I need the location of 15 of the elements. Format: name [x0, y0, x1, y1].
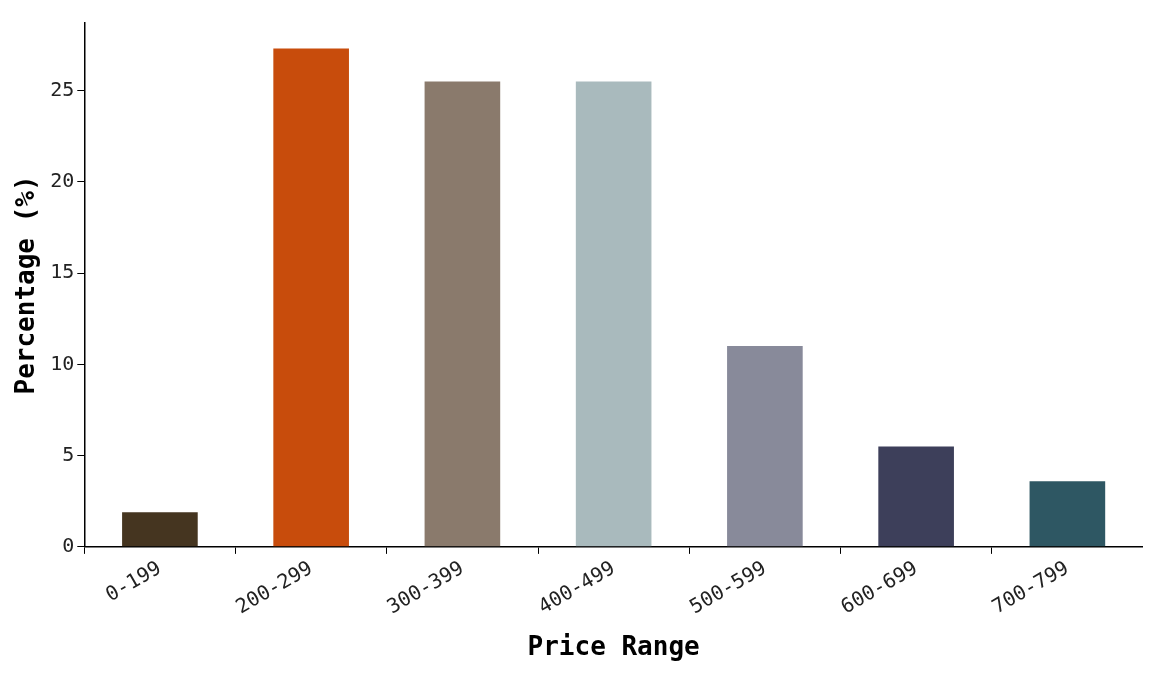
y-tick-label: 5	[62, 441, 75, 466]
y-axis-title: Percentage (%)	[10, 175, 41, 395]
y-tick-label: 15	[50, 259, 75, 284]
x-axis-title: Price Range	[527, 631, 700, 662]
y-tick-label: 0	[62, 533, 75, 558]
bar	[575, 81, 652, 547]
bar	[424, 81, 501, 547]
y-tick-label: 25	[50, 76, 75, 101]
bar	[122, 512, 198, 547]
y-tick-label: 20	[50, 168, 75, 193]
bar	[273, 48, 349, 547]
bar	[1029, 481, 1106, 547]
bar	[727, 346, 803, 547]
bar	[878, 446, 954, 547]
y-tick-label: 10	[50, 350, 75, 375]
